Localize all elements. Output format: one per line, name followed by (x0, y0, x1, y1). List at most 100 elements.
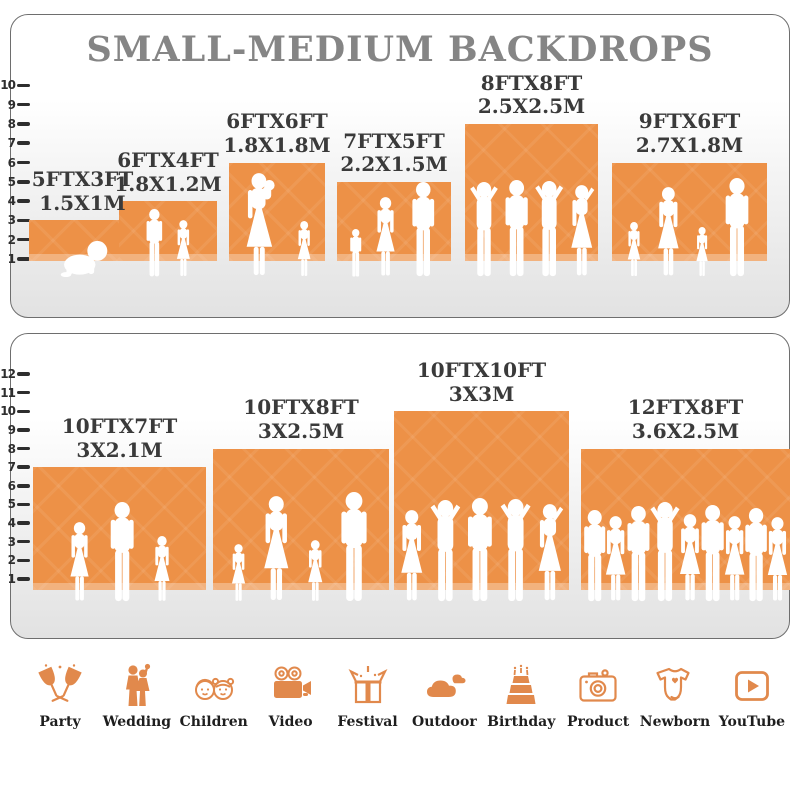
category-label: Video (268, 714, 313, 730)
size-m-text: 3.6X2.5M (631, 419, 740, 443)
backdrops-panel-top: SMALL-MEDIUM BACKDROPS 1 2 3 4 5 6 7 8 9 10 5FTX3F… (0, 14, 790, 318)
category-label: Product (567, 714, 630, 730)
axis-tick-label: 8 (7, 116, 16, 131)
size-ft-text: 6FTX6FT (226, 109, 328, 134)
person-silhouette-woman (257, 496, 296, 606)
backdrop-rect (29, 220, 136, 278)
size-m-text: 3X2.1M (76, 437, 163, 462)
axis-tick-label: 2 (7, 553, 16, 568)
axis-tick-label: 7 (7, 136, 16, 151)
category-item-festival: Festival (332, 662, 404, 730)
axis-tick-label: 6 (7, 478, 16, 493)
axis-tick-mark (17, 428, 30, 432)
axis-tick-label: 3 (7, 534, 16, 549)
person-silhouette-man (104, 501, 140, 606)
axis-tick: 2 (0, 233, 30, 247)
person-silhouette-man (719, 178, 755, 281)
category-item-wedding: Wedding (101, 662, 173, 730)
backdrop-size-label: 10FTX10FT 3X3M (417, 359, 546, 406)
people-silhouettes (578, 501, 793, 606)
backdrop-rect (229, 162, 325, 276)
person-silhouette-man-pose (645, 501, 685, 606)
backdrop-rect (612, 162, 767, 277)
axis-tick-mark (17, 577, 30, 581)
size-ft-text: 12FTX8FT (627, 395, 744, 420)
people-silhouettes (465, 179, 598, 281)
axis-tick-mark (17, 237, 30, 242)
axis-tick-label: 2 (7, 232, 16, 247)
person-silhouette-boy (142, 208, 167, 281)
person-silhouette-girl (150, 536, 174, 606)
axis-tick: 8 (0, 442, 30, 456)
person-silhouette-woman (600, 516, 631, 606)
backdrop-size-label: 12FTX8FT 3.6X2.5M (628, 396, 743, 443)
people-silhouettes (119, 208, 217, 281)
backdrop-size-label: 10FTX8FT 3X2.5M (243, 396, 358, 443)
axis-tick-label: 12 (0, 367, 16, 382)
video-icon (267, 662, 315, 710)
people-silhouettes (394, 497, 569, 606)
newborn-icon (651, 662, 699, 710)
person-silhouette-woman (762, 517, 793, 606)
category-label: YouTube (718, 714, 786, 730)
backdrop-size-label: 8FTX8FT 2.5X2.5M (478, 70, 585, 119)
person-silhouette-man (334, 491, 374, 606)
person-silhouette-man (406, 182, 441, 281)
person-silhouette-girl (173, 220, 194, 281)
category-item-party: Party (24, 662, 96, 730)
category-item-video: Video (255, 662, 327, 730)
people-silhouettes (229, 173, 325, 281)
axis-tick-label: 1 (7, 252, 16, 266)
product-icon (574, 662, 622, 710)
axis-tick: 3 (0, 213, 30, 227)
people-silhouettes (29, 239, 136, 281)
size-ft-text: 10FTX7FT (61, 414, 178, 439)
axis-tick: 9 (0, 98, 30, 112)
axis-tick: 12 (0, 367, 30, 381)
category-item-newborn: Newborn (639, 662, 711, 730)
category-label: Wedding (102, 714, 172, 730)
youtube-icon (728, 662, 776, 710)
axis-tick: 10 (0, 78, 30, 92)
axis-tick-mark (17, 390, 30, 395)
size-m-text: 1.5X1M (39, 190, 126, 215)
person-silhouette-man-pose (465, 181, 503, 281)
axis-tick-mark (17, 180, 30, 184)
axis-tick-label: 7 (7, 460, 16, 475)
person-silhouette-man (621, 505, 656, 606)
backdrop-rect (337, 181, 451, 277)
axis-tick-mark (17, 141, 30, 145)
axis-tick-label: 9 (7, 97, 16, 112)
category-label: Festival (337, 714, 398, 730)
category-label: Party (39, 714, 81, 730)
axis-tick-mark (17, 409, 30, 414)
person-silhouette-man (578, 509, 611, 606)
size-ft-text: 8FTX8FT (480, 70, 583, 95)
person-silhouette-woman (652, 187, 685, 281)
person-silhouette-woman (395, 510, 428, 606)
axis-tick: 4 (0, 516, 30, 530)
size-ft-text: 7FTX5FT (343, 128, 445, 153)
backdrop-rect (119, 201, 217, 277)
person-silhouette-girl (294, 221, 314, 281)
outdoor-icon (420, 662, 468, 710)
axis-tick-label: 11 (0, 385, 16, 400)
axis-tick-mark (17, 160, 30, 165)
category-item-children: Children (178, 662, 250, 730)
category-item-birthday: Birthday (485, 662, 557, 730)
person-silhouette-girl (624, 222, 644, 281)
axis-tick-mark (17, 257, 30, 261)
axis-tick: 4 (0, 194, 30, 208)
backdrops-panel-bottom: 1 2 3 4 5 6 7 8 9 10 11 12 10FTX7FT 3X2.1M 10FTX8FT 3X2… (0, 333, 793, 639)
axis-tick: 7 (0, 136, 30, 150)
axis-tick-label: 4 (7, 194, 16, 209)
size-m-text: 1.8X1.8M (223, 132, 331, 157)
axis-tick-mark (17, 484, 30, 488)
axis-tick-mark (17, 122, 30, 126)
axis-tick: 8 (0, 117, 30, 131)
size-m-text: 2.7X1.8M (635, 132, 744, 157)
person-silhouette-man (695, 504, 730, 606)
person-silhouette-girl (693, 227, 711, 281)
person-silhouette-girl (228, 544, 249, 606)
axis-tick: 5 (0, 175, 30, 189)
